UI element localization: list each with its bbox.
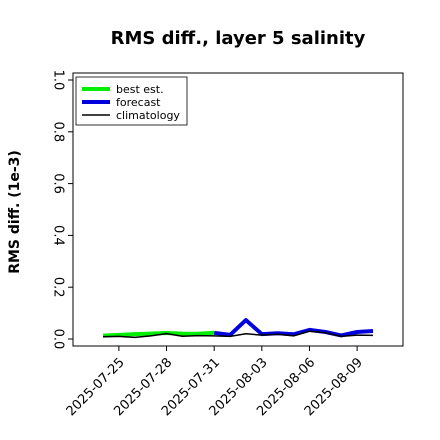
y-tick-label: 1.0 (50, 70, 65, 91)
series-line-best-est (102, 330, 215, 338)
legend-label-forecast: forecast (116, 96, 161, 109)
series-line-forecast (213, 318, 374, 338)
chart-title: RMS diff., layer 5 salinity (111, 28, 366, 49)
y-tick-label: 0.2 (50, 277, 65, 298)
legend-label-climatology: climatology (116, 109, 180, 122)
y-tick-label: 0.8 (50, 121, 65, 142)
y-tick-label: 0.0 (50, 329, 65, 350)
series-line-climatology (102, 330, 374, 339)
plot-frame (72, 72, 404, 347)
legend-label-best-est: best est. (116, 83, 164, 96)
legend: best est. forecast climatology (75, 76, 188, 126)
y-tick-label: 0.4 (50, 225, 65, 246)
series-layer (102, 318, 374, 339)
y-axis-label: RMS diff. (1e-3) (7, 150, 23, 274)
y-tick-label: 0.6 (50, 173, 65, 194)
